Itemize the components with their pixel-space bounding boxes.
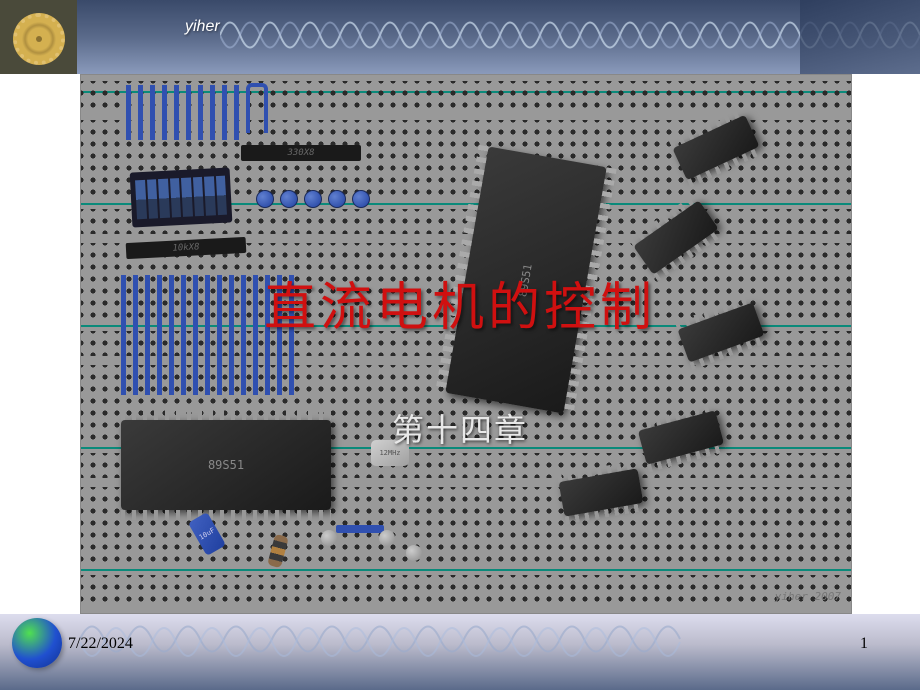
ceramic-capacitor bbox=[406, 545, 422, 561]
resistor-network: 330X8 bbox=[241, 145, 361, 161]
watermark: yiher 2007 bbox=[775, 590, 841, 603]
ceramic-capacitor bbox=[379, 530, 395, 546]
gear-icon bbox=[13, 13, 65, 65]
power-rail bbox=[81, 569, 851, 571]
slide-subtitle: 第十四章 bbox=[0, 405, 920, 451]
led-icon bbox=[352, 190, 370, 208]
page-number: 1 bbox=[860, 635, 868, 653]
chip-label: 89S51 bbox=[208, 458, 244, 472]
component bbox=[336, 525, 384, 533]
component-label: 10uF bbox=[198, 526, 217, 541]
ceramic-capacitor bbox=[321, 530, 337, 546]
jumper-wires bbox=[126, 85, 246, 140]
gear-logo-box bbox=[0, 0, 77, 74]
sphere-icon bbox=[12, 618, 62, 668]
slide-date: 7/22/2024 bbox=[68, 635, 133, 653]
led-icon bbox=[280, 190, 298, 208]
slide-title: 直流电机的控制 bbox=[0, 265, 920, 340]
dip-switch bbox=[130, 167, 233, 227]
waveform-decoration bbox=[0, 614, 920, 690]
header-band: yiher bbox=[0, 0, 920, 74]
led-icon bbox=[304, 190, 322, 208]
hole-grid bbox=[81, 575, 851, 605]
component-label: 10kX8 bbox=[172, 242, 200, 253]
led-icon bbox=[328, 190, 346, 208]
ic-chip bbox=[559, 468, 644, 516]
author-name: yiher bbox=[185, 18, 220, 36]
breadboard-image: 330X8 10kX8 89S51 89S51 12MHz 10uF yiher… bbox=[80, 74, 852, 614]
jumper-wire bbox=[246, 83, 268, 133]
led-icon bbox=[256, 190, 274, 208]
circuit-decoration bbox=[800, 0, 920, 74]
footer-band bbox=[0, 614, 920, 690]
component-label: 330X8 bbox=[287, 148, 314, 158]
led-array bbox=[256, 190, 370, 208]
